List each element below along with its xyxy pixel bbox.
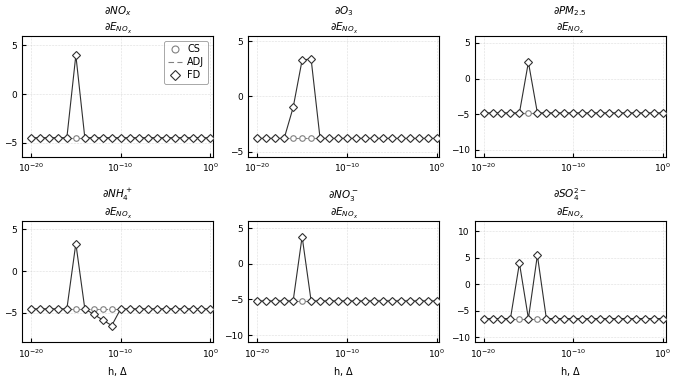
Title: $\partial O_3$
$\partial E_{NO_x}$: $\partial O_3$ $\partial E_{NO_x}$ xyxy=(330,4,358,36)
Title: $\partial NO_x$
$\partial E_{NO_x}$: $\partial NO_x$ $\partial E_{NO_x}$ xyxy=(103,4,132,36)
Title: $\partial NO_3^-$
$\partial E_{NO_x}$: $\partial NO_3^-$ $\partial E_{NO_x}$ xyxy=(329,188,359,221)
X-axis label: h, $\Delta$: h, $\Delta$ xyxy=(333,365,354,378)
X-axis label: h, $\Delta$: h, $\Delta$ xyxy=(107,365,128,378)
Title: $\partial PM_{2.5}$
$\partial E_{NO_x}$: $\partial PM_{2.5}$ $\partial E_{NO_x}$ xyxy=(554,4,587,36)
Legend: CS, ADJ, FD: CS, ADJ, FD xyxy=(164,40,208,84)
Title: $\partial NH_4^+$
$\partial E_{NO_x}$: $\partial NH_4^+$ $\partial E_{NO_x}$ xyxy=(102,187,132,221)
X-axis label: h, $\Delta$: h, $\Delta$ xyxy=(560,365,581,378)
Title: $\partial SO_4^{2-}$
$\partial E_{NO_x}$: $\partial SO_4^{2-}$ $\partial E_{NO_x}$ xyxy=(553,186,587,221)
